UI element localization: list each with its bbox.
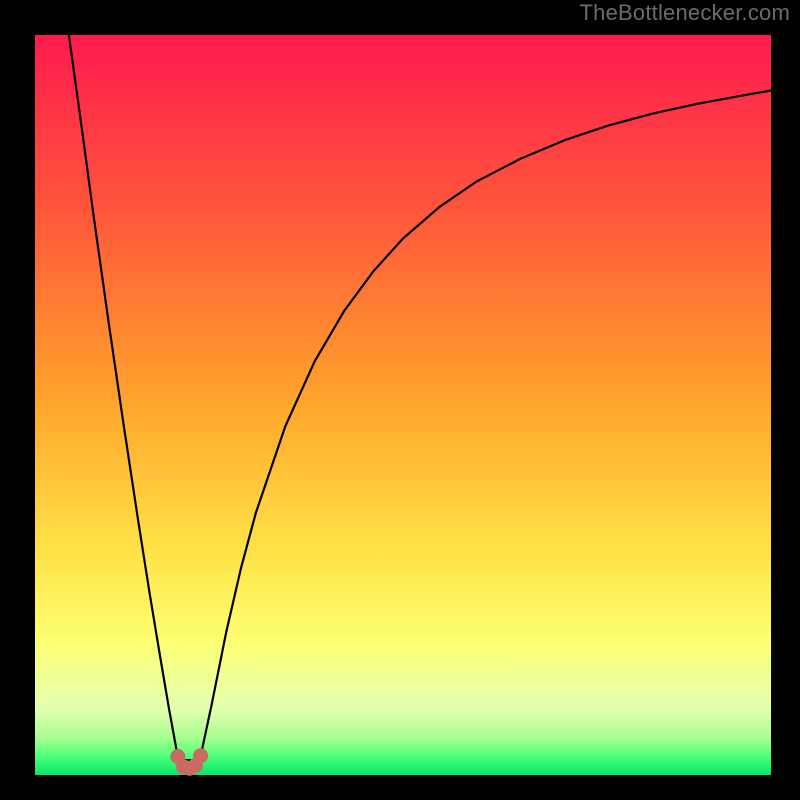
curve-layer xyxy=(35,35,771,775)
curve-minimum-markers xyxy=(171,749,208,776)
watermark-text: TheBottlenecker.com xyxy=(580,0,790,26)
viewport: TheBottlenecker.com xyxy=(0,0,800,800)
minimum-marker xyxy=(194,749,208,763)
bottleneck-chart xyxy=(35,35,771,775)
bottleneck-curve xyxy=(69,35,771,760)
